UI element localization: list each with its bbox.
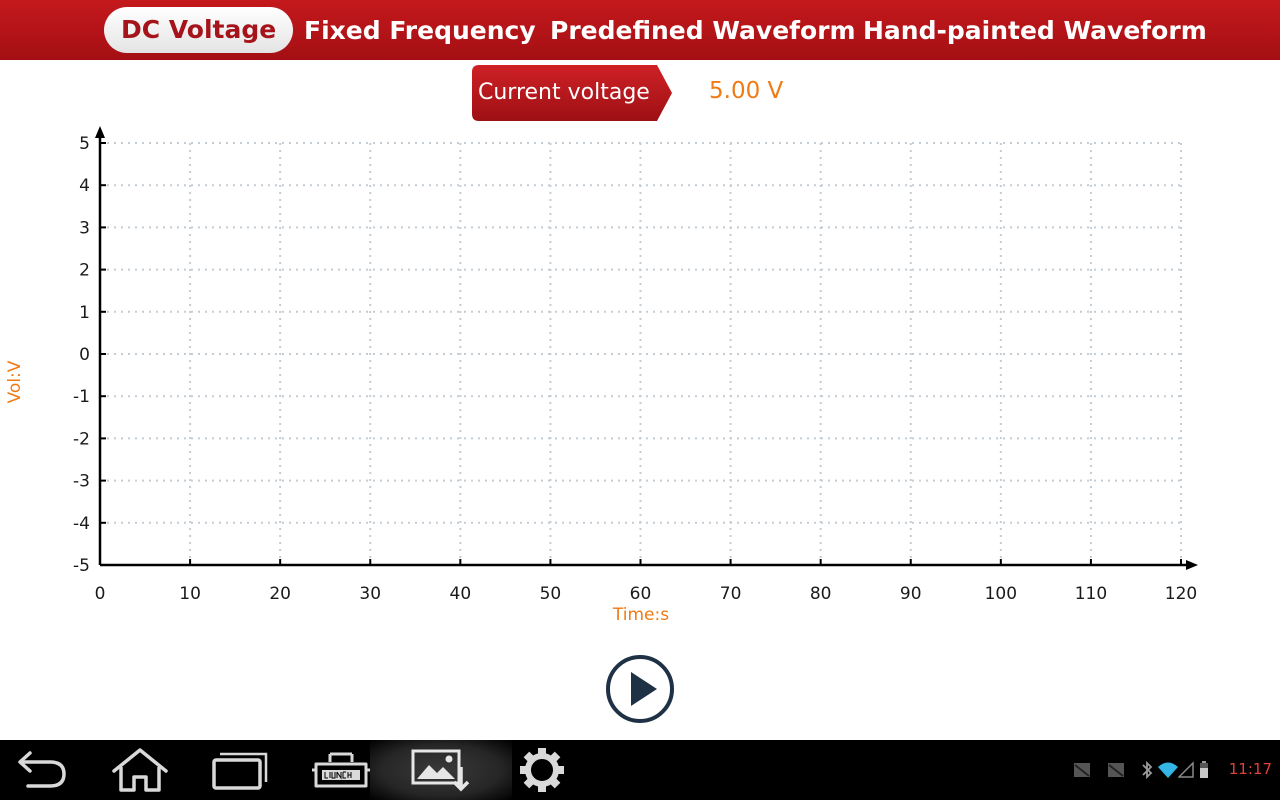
bluetooth-icon (1142, 760, 1153, 780)
x-tick-label: 100 (985, 584, 1017, 604)
y-tick-label: -3 (73, 472, 90, 492)
tab-hand-painted-waveform[interactable]: Hand-painted Waveform (863, 16, 1207, 45)
top-tab-bar: DC Voltage Fixed Frequency Predefined Wa… (0, 0, 1280, 60)
home-icon (112, 748, 168, 792)
current-voltage-text: Current voltage (478, 80, 650, 105)
chart-axes (95, 126, 1198, 570)
y-tick-label: -2 (73, 429, 90, 449)
settings-button[interactable] (512, 740, 572, 800)
x-tick-label: 90 (900, 584, 922, 604)
y-axis-title: Vol:V (5, 360, 25, 403)
notification-image-icon-2 (1108, 763, 1124, 777)
y-tick-label: 1 (79, 303, 90, 323)
home-button[interactable] (104, 740, 176, 800)
y-tick-label: -5 (73, 556, 90, 576)
current-voltage-value: 5.00 V (709, 78, 784, 104)
x-tick-label: 70 (720, 584, 742, 604)
status-clock: 11:17 (1228, 760, 1272, 778)
y-tick-label: 3 (79, 218, 90, 238)
x-tick-label: 40 (450, 584, 472, 604)
y-axis-ticks: 5 4 3 2 1 0 -1 -2 -3 -4 -5 (73, 134, 106, 576)
x-tick-label: 0 (95, 584, 106, 604)
y-tick-label: -4 (73, 514, 90, 534)
x-tick-label: 120 (1165, 584, 1197, 604)
launch-icon (312, 752, 370, 788)
screenshot-icon (411, 749, 470, 792)
voltage-chart: 0 10 20 30 40 50 60 70 80 90 100 110 120 543210-1-2-… (5, 126, 1198, 625)
x-axis-arrow (1186, 560, 1198, 570)
back-icon (18, 751, 66, 788)
system-navigation-bar: 11:17 (0, 740, 1280, 800)
current-voltage-label: Current voltage (471, 64, 673, 122)
x-tick-label: 30 (359, 584, 381, 604)
y-tick-label: 2 (79, 261, 90, 281)
back-button[interactable] (8, 740, 72, 800)
tab-fixed-frequency[interactable]: Fixed Frequency (304, 16, 536, 45)
y-tick-label: 0 (79, 345, 90, 365)
play-icon (606, 655, 674, 723)
tab-dc-voltage[interactable]: DC Voltage (104, 7, 294, 53)
notification-image-icon (1074, 763, 1090, 777)
y-tick-label: 5 (79, 134, 90, 154)
chart-grid (100, 142, 1182, 565)
x-tick-label: 50 (540, 584, 562, 604)
y-tick-label: 4 (79, 176, 90, 196)
launch-button[interactable] (306, 740, 376, 800)
y-tick-label: -1 (73, 387, 90, 407)
x-tick-label: 80 (810, 584, 832, 604)
battery-icon (1200, 761, 1208, 778)
x-axis-title: Time:s (612, 605, 669, 625)
play-button[interactable] (604, 653, 676, 725)
wifi-icon (1158, 762, 1178, 778)
tab-predefined-waveform[interactable]: Predefined Waveform (550, 16, 856, 45)
settings-icon (520, 748, 564, 792)
x-tick-label: 20 (269, 584, 291, 604)
signal-icon (1178, 761, 1194, 778)
y-axis-arrow (95, 126, 105, 138)
recent-apps-button[interactable] (204, 740, 276, 800)
screenshot-button[interactable] (370, 740, 512, 800)
label-tag-shape (472, 65, 672, 121)
x-tick-label: 10 (179, 584, 201, 604)
x-axis-ticks: 0 10 20 30 40 50 60 70 80 90 100 110 120 (95, 559, 1197, 604)
x-tick-label: 60 (630, 584, 652, 604)
x-tick-label: 110 (1075, 584, 1107, 604)
recent-apps-icon (212, 752, 268, 790)
